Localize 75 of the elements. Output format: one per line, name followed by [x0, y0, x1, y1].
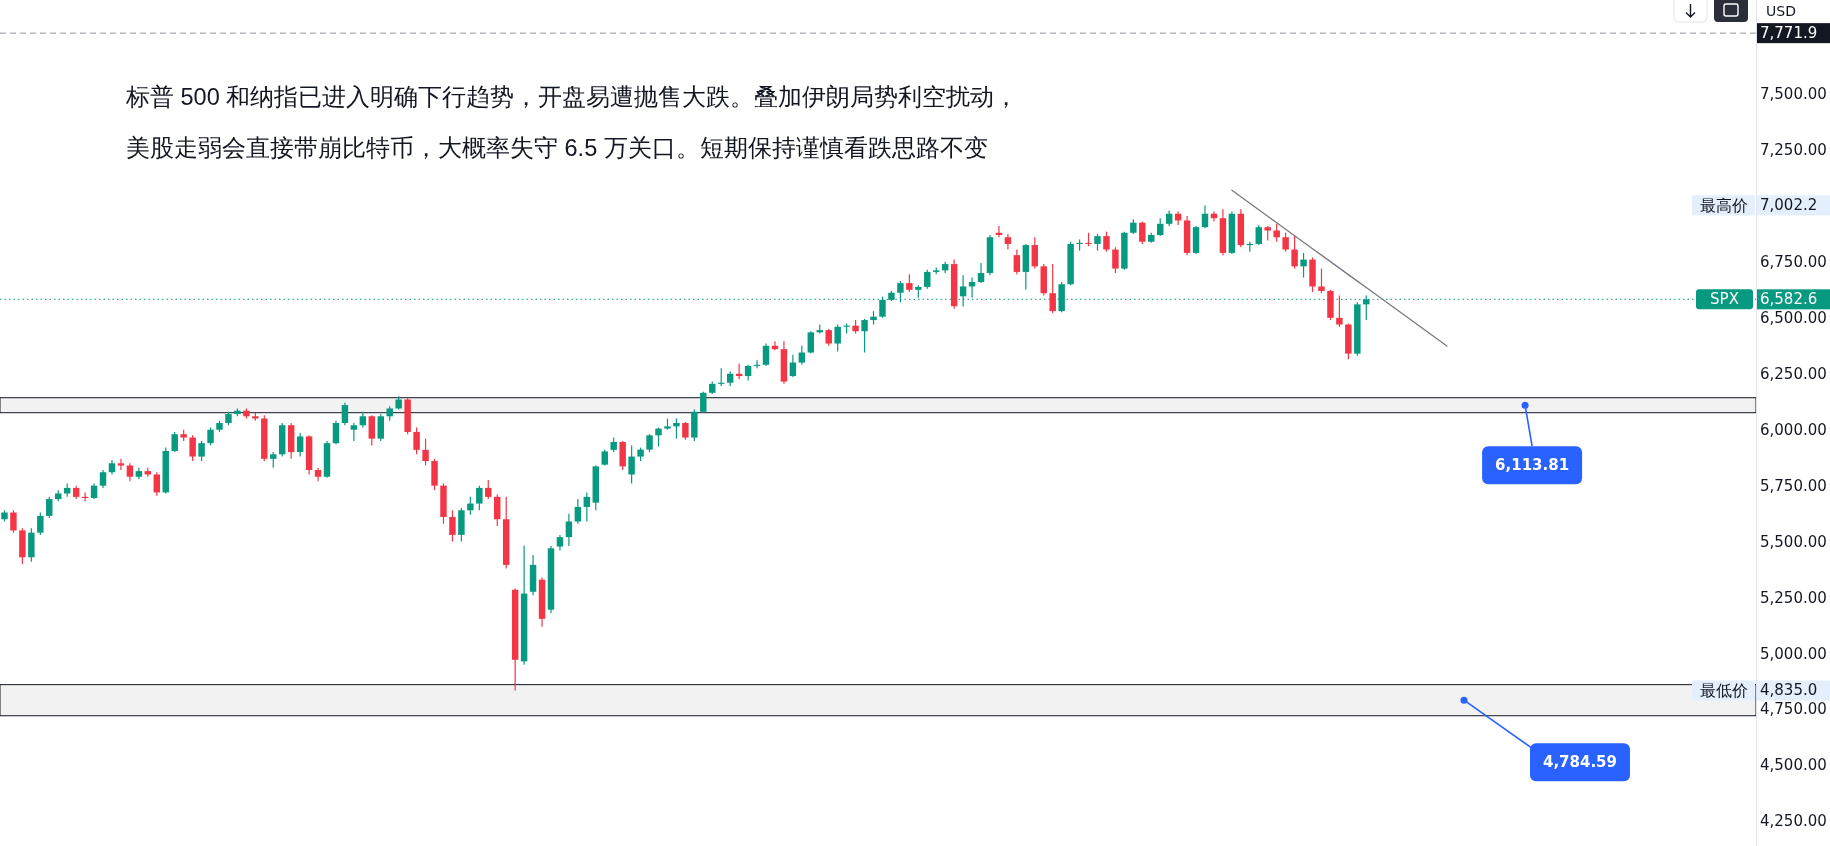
y-tick-label: 6,750.00 — [1760, 252, 1827, 271]
candlestick — [485, 479, 492, 500]
candlestick — [153, 471, 161, 497]
annotation: 最低价 — [1699, 681, 1748, 699]
text: 标普 500 和纳指已进入明确下行趋势，开盘易遭抛售大跌。叠加伊朗局势利空扰动， — [125, 84, 1019, 110]
candlestick — [924, 269, 931, 290]
candlestick — [449, 509, 456, 543]
text: 7,771.9 — [1760, 24, 1818, 43]
candlestick — [10, 509, 17, 534]
line-series — [1231, 189, 1448, 347]
candlestick — [628, 444, 635, 485]
y-tick-label: 4,750.00 — [1760, 700, 1827, 719]
band-label: 4,784.59 — [1542, 753, 1617, 772]
candlestick — [332, 420, 340, 445]
candlestick — [1291, 235, 1298, 270]
annotation: 最高价 — [1699, 196, 1748, 214]
candlestick — [565, 513, 573, 547]
candlestick — [1336, 294, 1343, 328]
candlestick — [861, 318, 868, 354]
text: 美股走弱会直接带崩比特币，大概率失守 6.5 万关口。短期保持谨慎看跌思路不变 — [126, 135, 988, 161]
candlestick — [377, 413, 384, 442]
candlestick — [1112, 246, 1119, 274]
candlestick — [198, 440, 205, 462]
candlestick — [46, 496, 53, 519]
candlestick — [789, 354, 797, 378]
candlestick — [422, 438, 429, 467]
y-tick-label: 6,250.00 — [1760, 364, 1827, 383]
candlestick — [1255, 224, 1262, 246]
candlestick — [350, 422, 358, 442]
candlestick — [798, 345, 806, 366]
y-tick-label: 7,500.00 — [1760, 85, 1827, 103]
candlestick — [171, 431, 178, 453]
candlestick — [762, 342, 770, 367]
candlestick — [368, 414, 376, 446]
candlestick — [476, 485, 483, 511]
candlestick — [1103, 231, 1110, 253]
text: 6,582.6 — [1760, 290, 1818, 309]
y-tick-label: 4,250.00 — [1760, 812, 1827, 831]
candlestick — [807, 330, 815, 355]
text: 4,835.0 — [1760, 681, 1818, 700]
y-tick-label: 5,750.00 — [1760, 476, 1827, 495]
candlestick — [413, 426, 420, 455]
y-tick-label: 6,500.00 — [1760, 308, 1827, 327]
y-tick-label: 5,000.00 — [1760, 644, 1827, 663]
y-tick-label: 5,250.00 — [1760, 588, 1827, 607]
candlestick — [1049, 263, 1056, 314]
candlestick — [1282, 232, 1289, 253]
band-label: 6,113.81 — [1495, 456, 1570, 475]
candlestick — [1013, 248, 1021, 275]
candlestick — [494, 494, 501, 527]
candlestick — [1004, 233, 1012, 251]
candlestick — [673, 417, 680, 440]
candlestick — [1201, 204, 1209, 229]
candlestick — [834, 323, 841, 352]
y-tick-label: 5,500.00 — [1760, 532, 1827, 551]
candlestick — [189, 434, 196, 462]
candlestick — [1318, 267, 1325, 294]
candlestick — [1031, 236, 1039, 270]
candlestick — [977, 262, 985, 284]
candlestick — [1139, 220, 1146, 245]
y-tick-label: 6,000.00 — [1760, 420, 1827, 439]
y-axis-title: USD — [1766, 3, 1796, 19]
text: 7,002.2 — [1760, 196, 1818, 215]
candlestick — [583, 491, 591, 523]
y-tick-label: 4,500.00 — [1760, 756, 1827, 775]
candlestick — [117, 458, 125, 471]
y-tick-label: 7,250.00 — [1760, 140, 1827, 159]
candlestick — [1300, 252, 1307, 279]
candlestick — [341, 402, 349, 426]
candlestick — [655, 426, 662, 448]
candlestick — [1363, 294, 1370, 321]
ref-line-label: SPX — [1710, 290, 1739, 309]
candlestick — [296, 432, 304, 458]
candlestick — [700, 391, 707, 414]
candlestick — [37, 511, 44, 536]
